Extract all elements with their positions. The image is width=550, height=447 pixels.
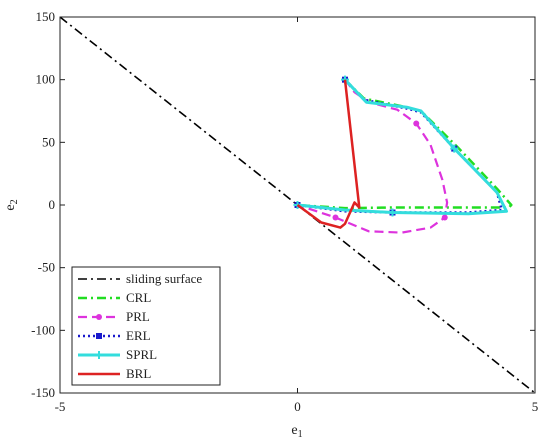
series-line-crl: [297, 78, 513, 210]
y-axis-label-sub: 2: [9, 199, 20, 204]
x-tick-label: 0: [294, 399, 301, 414]
legend-label: PRL: [126, 309, 150, 324]
series-prl: [294, 76, 449, 234]
data-point-prl: [413, 120, 420, 127]
series-line-prl: [297, 79, 449, 234]
legend-label: CRL: [126, 290, 151, 305]
series-sprl: [293, 75, 508, 217]
y-tick-label: 50: [42, 134, 55, 149]
legend-marker: [96, 333, 102, 339]
legend-item-prl: PRL: [78, 309, 150, 324]
data-point-prl: [332, 214, 339, 221]
series-erl: [294, 76, 504, 216]
series-line-sprl: [297, 78, 508, 216]
y-tick-label: -100: [31, 322, 55, 337]
series-crl: [297, 78, 513, 210]
legend-marker: [95, 351, 103, 359]
legend: sliding surface CRL PRL ERL SPRL BRL: [71, 266, 221, 386]
legend-label: ERL: [126, 328, 151, 343]
x-axis-label-main: e: [291, 423, 297, 438]
legend-item-sliding-surface: sliding surface: [78, 271, 202, 286]
data-point-prl: [441, 214, 448, 221]
x-axis-label-sub: 1: [298, 429, 303, 440]
legend-box: [71, 266, 221, 386]
legend-item-brl: BRL: [78, 366, 151, 381]
legend-label: sliding surface: [126, 271, 202, 286]
x-tick-label: 5: [532, 399, 539, 414]
series-sliding-surface: [60, 17, 535, 393]
legend-item-sprl: SPRL: [78, 347, 157, 362]
data-point-sprl: [450, 144, 459, 153]
legend-item-crl: CRL: [78, 290, 151, 305]
x-tick-label: -5: [55, 399, 66, 414]
legend-label: SPRL: [126, 347, 157, 362]
series-brl: [296, 79, 361, 229]
y-tick-label: 150: [36, 9, 56, 24]
y-axis-label: e2: [3, 199, 20, 210]
series-line-erl: [297, 78, 504, 214]
series-layer: [60, 17, 535, 393]
y-tick-label: 100: [36, 72, 56, 87]
series-line-sliding-surface: [60, 17, 535, 393]
legend-marker: [96, 314, 102, 320]
series-line-brl: [296, 79, 361, 229]
legend-item-erl: ERL: [78, 328, 151, 343]
y-tick-label: -150: [31, 385, 55, 400]
legend-label: BRL: [126, 366, 151, 381]
x-axis-label: e1: [291, 423, 302, 440]
y-axis-label-main: e: [3, 204, 18, 210]
y-tick-label: -50: [38, 260, 55, 275]
y-tick-label: 0: [49, 197, 56, 212]
data-point-sprl: [388, 208, 397, 217]
